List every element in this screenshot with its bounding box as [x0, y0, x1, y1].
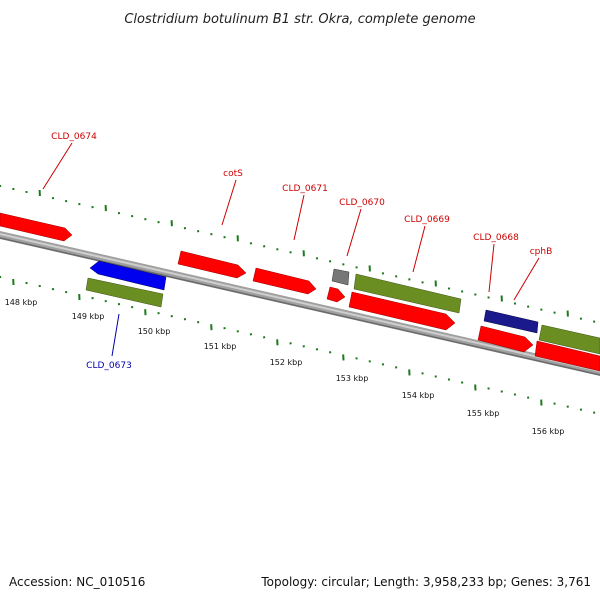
gene-label: CLD_0674: [51, 132, 97, 142]
kbp-label: 155 kbp: [467, 409, 500, 418]
gene-navy: [483, 309, 539, 334]
kbp-label: 153 kbp: [336, 374, 369, 383]
gene-label: CLD_0673: [86, 361, 132, 371]
gene-red-forward: [477, 325, 534, 353]
gene-red-forward: [348, 291, 456, 331]
accession-text: Accession: NC_010516: [9, 575, 145, 589]
kbp-label: 154 kbp: [402, 391, 435, 400]
kbp-label: 151 kbp: [204, 342, 237, 351]
gene-red-forward: [326, 286, 346, 303]
gene-label: cotS: [223, 169, 243, 179]
gene-red-forward: [0, 212, 73, 242]
gene-gray: [331, 268, 350, 286]
kbp-label: 149 kbp: [72, 312, 105, 321]
gene-red-forward: [252, 267, 317, 295]
gene-label: CLD_0668: [473, 233, 519, 243]
map-title: Clostridium botulinum B1 str. Okra, comp…: [124, 12, 475, 27]
gene-red-forward: [534, 340, 600, 372]
topology-summary: Topology: circular; Length: 3,958,233 bp…: [260, 575, 591, 589]
gene-label: CLD_0669: [404, 215, 450, 225]
gene-label: CLD_0670: [339, 198, 385, 208]
gene-label: CLD_0671: [282, 184, 328, 194]
kbp-label: 156 kbp: [532, 427, 565, 436]
label-leaders: [42, 142, 540, 357]
gene-olive: [85, 277, 164, 308]
gene-red-forward: [177, 250, 247, 279]
tick-row-upper: [0, 184, 596, 323]
gene-labels: CLD_0674 cotS CLD_0671 CLD_0670 CLD_0669…: [51, 132, 552, 371]
gene-olive: [353, 273, 462, 314]
gene-label: cphB: [530, 247, 553, 257]
kbp-label: 152 kbp: [270, 358, 303, 367]
kbp-label: 148 kbp: [5, 298, 38, 307]
gene-features: [0, 212, 600, 372]
genome-backbone: [0, 231, 600, 376]
tick-row-lower: [0, 275, 596, 414]
kbp-label: 150 kbp: [138, 327, 171, 336]
gene-blue-reverse: [89, 260, 167, 291]
kbp-labels: 148 kbp 149 kbp 150 kbp 151 kbp 152 kbp …: [5, 298, 565, 436]
gene-olive: [538, 324, 600, 355]
